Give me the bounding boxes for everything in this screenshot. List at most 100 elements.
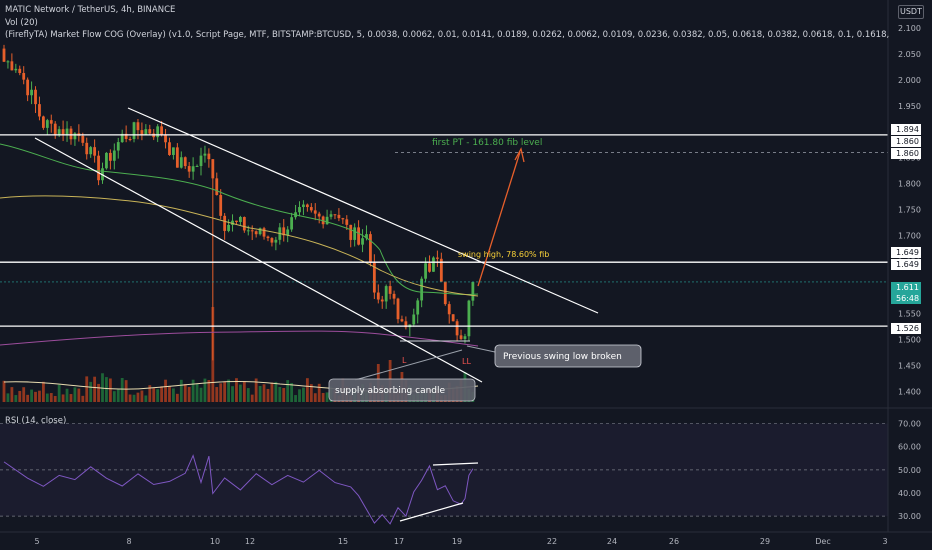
candle [325,216,329,225]
volume-bar [38,390,41,402]
volume-bar [242,381,246,402]
candle [168,142,171,155]
candle [313,210,317,214]
volume-bar [49,393,53,402]
candle [262,228,266,237]
candle [365,234,368,239]
price-tick-label: 1.500 [898,336,921,345]
volume-bar [148,385,152,402]
rsi-line [3,454,474,525]
candle [81,135,85,143]
volume-bar [325,392,329,402]
candle [14,68,18,71]
candle [376,292,380,300]
volume-bar [266,388,270,402]
candle [349,224,353,240]
volume-bar [57,384,61,402]
candle [286,229,290,236]
volume-bar [223,381,227,402]
volume-bar [298,389,301,402]
candle [116,142,120,151]
volume-bar [30,389,33,402]
candle [97,155,100,181]
candle [432,257,435,272]
overlay-indicator-title[interactable]: (FireflyTA) Market Flow COG (Overlay) (v… [5,30,890,40]
candle [175,147,179,168]
candle [69,128,73,140]
volume-bar [227,379,230,402]
candle [242,217,246,231]
volume-bar [305,378,309,402]
candle [436,257,439,259]
channel-lower-line [34,137,483,383]
candle [439,258,443,282]
candle [392,293,396,299]
candle [380,299,384,302]
volume-bar [81,395,85,402]
volume-indicator-title[interactable]: Vol (20) [5,18,38,28]
candle [215,178,219,196]
volume-bar [250,394,254,402]
candle [187,166,191,172]
countdown-label: 56:48 [896,294,919,303]
volume-bar [195,383,199,402]
swing-low-callout-text: Previous swing low broken [503,352,622,362]
candle [282,227,286,236]
candle [30,89,33,96]
price-tag [891,136,921,147]
time-tick-label: 15 [338,537,348,546]
candle [235,220,238,222]
candle [156,126,160,138]
candle [467,300,471,337]
candle [136,122,140,131]
candle [6,61,10,63]
volume-bar [294,395,297,402]
time-tick-label: 10 [210,537,220,546]
candle [85,142,89,155]
candle [333,214,337,216]
candle [388,286,392,294]
candle [89,147,93,155]
candle [305,204,309,208]
candle [93,147,97,156]
volume-bar [97,383,100,402]
volume-bar [164,379,167,402]
candle [18,68,22,74]
volume-bar [219,383,223,402]
volume-bar [172,388,175,402]
candle [443,281,447,305]
candle [53,123,57,136]
candle [120,133,124,143]
candle [42,116,45,128]
volume-bar [105,377,108,402]
time-tick-label: 5 [34,537,39,546]
volume-bar [183,384,187,402]
candle [124,133,128,139]
ema-yellow-line [0,195,479,297]
time-tick-label: 26 [669,537,679,546]
candle [459,335,463,339]
price-tag-label: 1.860 [896,149,919,158]
ema-green-line [0,143,479,296]
price-tag [891,124,921,135]
volume-bar [22,387,26,402]
volume-bar [77,388,81,402]
candle [160,126,163,135]
rsi-tick-label: 60.00 [898,443,921,452]
candle [227,224,230,231]
candle [384,286,388,302]
volume-bar [187,387,191,402]
candle [341,218,345,220]
candle [404,321,408,328]
currency-button[interactable]: USDT [898,5,924,19]
volume-bar [14,395,18,402]
candle [302,204,305,208]
candle [357,227,360,245]
supply-callout [328,378,476,402]
candle [416,300,420,315]
volume-bar [278,386,282,402]
candle [128,138,132,140]
price-tick-label: 1.450 [898,362,921,371]
rsi-title[interactable]: RSI (14, close) [5,416,67,426]
